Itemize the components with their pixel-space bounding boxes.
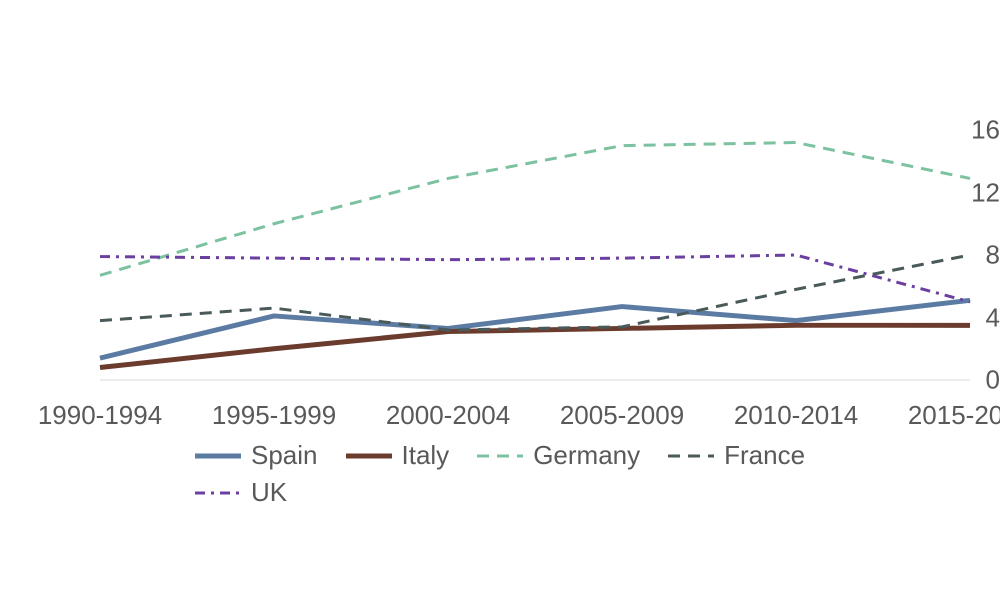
legend-swatch-icon <box>477 446 523 466</box>
x-tick-label: 1995-1999 <box>212 400 336 431</box>
legend-swatch-icon <box>346 446 392 466</box>
legend-label: Spain <box>251 440 318 471</box>
legend-item-uk: UK <box>195 477 287 508</box>
y-tick-label: 16 <box>916 115 1000 146</box>
series-line-germany <box>100 143 970 276</box>
x-tick-label: 2000-2004 <box>386 400 510 431</box>
y-tick-label: 12 <box>916 177 1000 208</box>
x-tick-label: 2015-2020 <box>908 400 1000 431</box>
legend-label: Italy <box>402 440 450 471</box>
chart-legend: Spain Italy Germany France UK <box>195 440 833 514</box>
y-tick-label: 4 <box>916 302 1000 333</box>
legend-label: UK <box>251 477 287 508</box>
legend-item-spain: Spain <box>195 440 318 471</box>
legend-row: Spain Italy Germany France <box>195 440 833 471</box>
x-tick-label: 2005-2009 <box>560 400 684 431</box>
legend-row: UK <box>195 477 833 508</box>
legend-item-italy: Italy <box>346 440 450 471</box>
legend-swatch-icon <box>195 483 241 503</box>
y-tick-label: 0 <box>916 365 1000 396</box>
legend-swatch-icon <box>195 446 241 466</box>
x-tick-label: 1990-1994 <box>38 400 162 431</box>
legend-item-france: France <box>668 440 805 471</box>
series-line-italy <box>100 325 970 367</box>
legend-item-germany: Germany <box>477 440 640 471</box>
legend-label: France <box>724 440 805 471</box>
legend-swatch-icon <box>668 446 714 466</box>
legend-label: Germany <box>533 440 640 471</box>
line-chart: 0 4 8 12 16 1990-1994 1995-1999 2000-2004 2005-… <box>0 0 1000 600</box>
y-tick-label: 8 <box>916 240 1000 271</box>
series-line-uk <box>100 255 970 302</box>
x-tick-label: 2010-2014 <box>734 400 858 431</box>
